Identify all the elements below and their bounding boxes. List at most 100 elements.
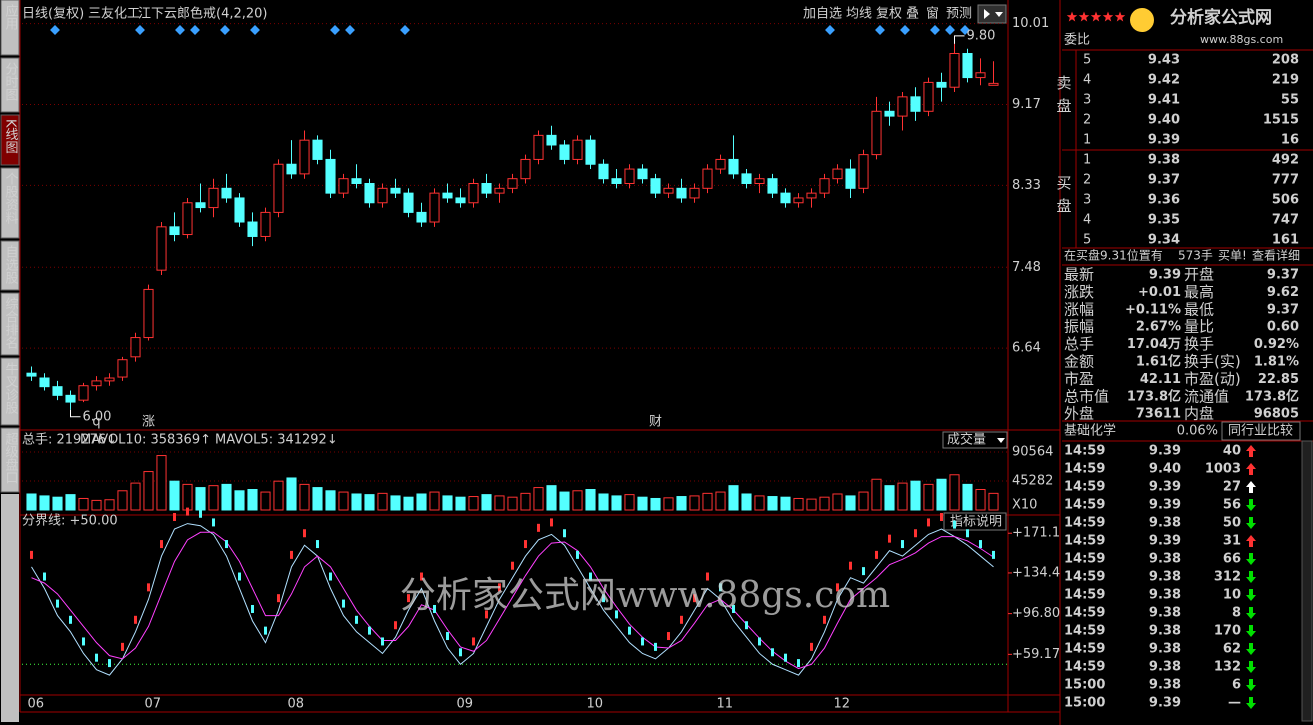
stat-label: 开盘 <box>1184 266 1214 284</box>
buy-price: 9.37 <box>1148 173 1180 188</box>
volume-bar <box>780 496 791 511</box>
volume-bar <box>819 496 830 511</box>
event-flag: q <box>92 415 100 430</box>
sidebar-tab-label[interactable]: 牛叉诊股 <box>3 362 19 415</box>
candle-body <box>507 178 518 189</box>
sidebar-tab[interactable] <box>0 114 20 166</box>
volume-bar <box>650 497 661 511</box>
stat-value: 17.04万 <box>1127 337 1181 352</box>
candle-body <box>143 288 154 339</box>
candle-body <box>234 197 245 223</box>
sidebar-tab-label[interactable]: K线图 <box>3 119 19 154</box>
indicator-dash <box>797 659 800 668</box>
sidebar-tab-label[interactable]: 自选股 <box>3 245 19 285</box>
candle-body <box>390 187 401 194</box>
watermark: 分析家公式网www.88gs.com <box>400 575 890 616</box>
sidebar-tab-label[interactable]: 应用 <box>3 3 19 31</box>
candle-body <box>338 178 349 194</box>
event-flag: 涨 <box>142 415 155 430</box>
candle-body <box>845 168 856 189</box>
sidebar-tab-label[interactable]: 超级盘口 <box>3 432 19 484</box>
volume-bar <box>845 495 856 511</box>
level: 2 <box>1083 173 1091 188</box>
sidebar-tab-label[interactable]: 综合排名 <box>3 297 19 349</box>
buy-volume: 506 <box>1272 193 1299 208</box>
industry-button[interactable] <box>1221 421 1301 441</box>
candle-body <box>650 178 661 194</box>
trade-time: 14:59 <box>1064 534 1105 549</box>
volume-selector[interactable] <box>942 431 1008 449</box>
sidebar-tab[interactable] <box>0 0 20 56</box>
buy-volume: 747 <box>1272 213 1299 228</box>
indicator-dash <box>134 615 137 624</box>
toolbar-button[interactable]: 叠 <box>906 7 919 22</box>
sidebar-tab[interactable] <box>0 292 20 356</box>
volume-bar <box>962 483 973 511</box>
sidebar-tab-label[interactable]: 个股资料 <box>3 172 19 224</box>
indicator-dash <box>316 540 319 549</box>
toolbar-button[interactable]: 均线 <box>846 7 872 22</box>
indicator-button-label[interactable]: 指标说明 <box>950 515 1002 530</box>
level: 5 <box>1083 53 1091 68</box>
indicator-dash <box>875 550 878 559</box>
candle-body <box>351 178 362 185</box>
candle-body <box>728 158 739 175</box>
toolbar-button[interactable]: 复权 <box>876 6 902 22</box>
toolbar-arrow[interactable] <box>977 4 1007 24</box>
volume-selector-label[interactable]: 成交量 <box>947 432 986 448</box>
logo-icon <box>1130 8 1154 32</box>
indicator-dash <box>329 572 332 581</box>
stat-label: 最高 <box>1184 283 1214 301</box>
volume-header: 总手: 219276↓ <box>22 433 117 448</box>
volume-bar <box>533 487 544 511</box>
volume-bar <box>91 499 102 511</box>
sidebar-tab[interactable] <box>0 240 20 291</box>
orderbook-title: 委比 <box>1064 33 1090 48</box>
sell-price: 9.40 <box>1148 113 1180 128</box>
candle-body <box>988 82 999 86</box>
indicator-dash <box>693 594 696 603</box>
star <box>1066 11 1078 22</box>
sidebar-tab[interactable] <box>0 357 20 426</box>
indicator-dash <box>407 594 410 603</box>
notice-link[interactable]: 查看详细 <box>1252 248 1300 263</box>
toolbar-button[interactable]: 加自选 <box>803 7 842 22</box>
sidebar-tab[interactable] <box>0 427 20 493</box>
sidebar-tab[interactable] <box>0 57 20 113</box>
sidebar-tab[interactable] <box>0 167 20 239</box>
volume-bar <box>130 482 141 511</box>
volume-bar <box>507 496 518 511</box>
stat-label: 换手(实) <box>1184 353 1241 371</box>
candle-body <box>936 81 947 88</box>
indicator-button[interactable] <box>943 512 1007 531</box>
candle-body <box>455 197 466 204</box>
industry-name: 基础化学 <box>1064 423 1116 439</box>
stat-label: 振幅 <box>1064 318 1094 336</box>
indicator-dash <box>719 583 722 592</box>
price-tick-label: 9.17 <box>1012 97 1041 112</box>
volume-bar <box>858 491 869 511</box>
trade-price: 9.38 <box>1149 516 1181 531</box>
indicator-dash <box>173 513 176 522</box>
volume-bar <box>117 490 128 511</box>
trade-volume: 56 <box>1223 498 1241 513</box>
candle-body <box>676 187 687 199</box>
sidebar-tab-label[interactable]: 分时图 <box>3 62 19 101</box>
volume-bar <box>871 478 882 511</box>
trade-volume: 312 <box>1214 570 1241 585</box>
candle-body <box>117 359 128 378</box>
volume-bar <box>663 497 674 511</box>
industry-button-label[interactable]: 同行业比较 <box>1228 424 1293 439</box>
buy-price: 9.34 <box>1148 233 1180 248</box>
scrollbar[interactable] <box>1301 440 1313 722</box>
toolbar-button[interactable]: 预测 <box>946 7 972 22</box>
volume-bar <box>910 480 921 511</box>
indicator-dash <box>966 529 969 538</box>
toolbar-button[interactable]: 窗 <box>926 6 939 22</box>
stat-value: 73611 <box>1136 407 1181 422</box>
candle-body <box>520 158 531 180</box>
volume-bar <box>598 493 609 511</box>
trade-time: 14:59 <box>1064 624 1105 639</box>
candle-body <box>325 158 336 194</box>
